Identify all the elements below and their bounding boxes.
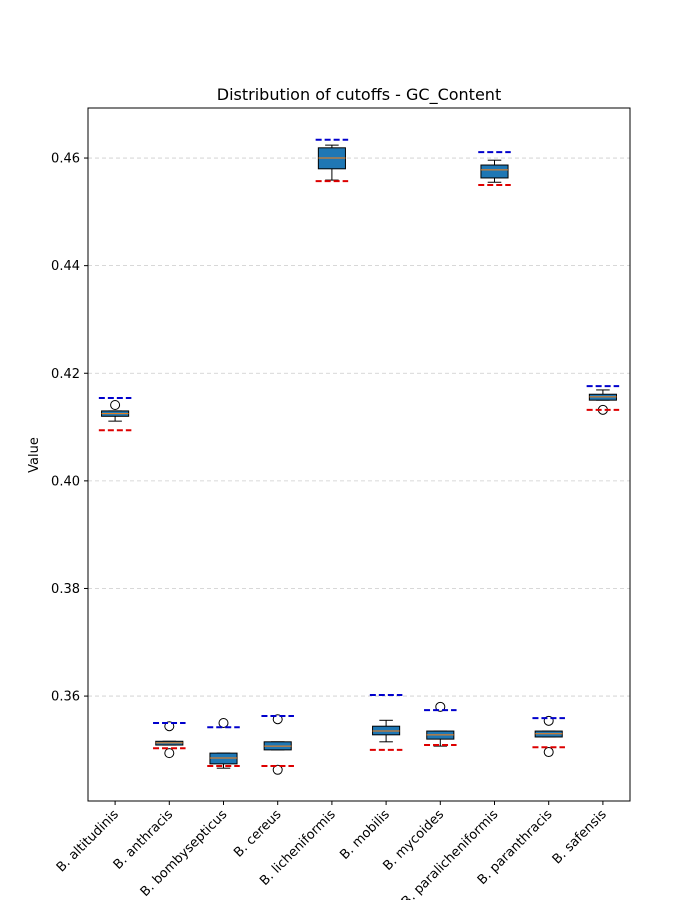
outlier	[164, 748, 175, 759]
outlier	[110, 400, 121, 410]
outlier	[543, 715, 554, 726]
x-tick-label: B. altitudinis	[54, 807, 122, 875]
box	[480, 164, 509, 179]
plot-frame	[87, 107, 631, 802]
y-tick-label: 0.36	[51, 690, 80, 705]
chart-title: Distribution of cutoffs - GC_Content	[217, 85, 501, 105]
y-tick-label: 0.40	[51, 474, 80, 489]
outlier	[272, 714, 283, 725]
outlier	[272, 764, 283, 775]
y-tick-label: 0.44	[51, 259, 80, 274]
x-tick-label: B. mobilis	[337, 807, 393, 863]
y-axis-label: Value	[27, 437, 42, 473]
outlier	[435, 701, 446, 712]
outlier	[164, 721, 175, 732]
x-tick-label: B. safensis	[550, 807, 610, 867]
box	[372, 725, 401, 736]
box	[209, 752, 238, 765]
outlier	[543, 747, 554, 758]
x-tick-label: B. cereus	[231, 807, 284, 860]
y-tick-label: 0.38	[51, 582, 80, 597]
y-tick-label: 0.42	[51, 367, 80, 382]
outlier	[218, 717, 229, 728]
y-tick-label: 0.46	[51, 152, 80, 167]
